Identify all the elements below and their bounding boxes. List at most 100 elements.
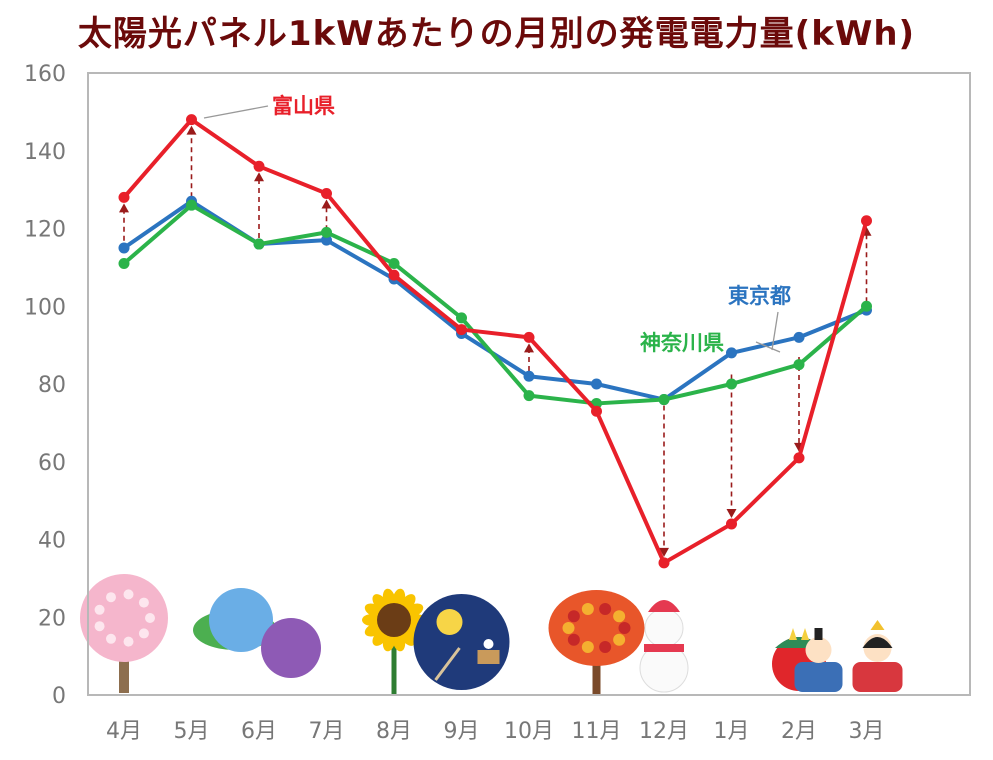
maple-leaf: [613, 610, 626, 623]
y-tick-label: 20: [38, 606, 66, 631]
label-leader-line: [771, 311, 779, 351]
difference-arrow: [321, 199, 332, 231]
data-point: [658, 394, 670, 406]
dango-stand: [477, 650, 500, 664]
y-tick-label: 40: [38, 529, 66, 554]
label-leader-line: [203, 105, 269, 119]
maple-leaf: [618, 622, 631, 634]
series-line: [122, 117, 869, 565]
arrow-head: [659, 547, 669, 557]
blossom: [106, 633, 116, 644]
maple-leaf: [562, 622, 575, 634]
maple-leaf: [599, 602, 612, 615]
purple-flower-cluster: [261, 618, 321, 678]
data-point: [861, 215, 872, 227]
data-point: [321, 188, 332, 200]
data-point: [321, 226, 332, 238]
difference-arrow: [254, 172, 264, 239]
data-point: [118, 257, 130, 269]
night-sky: [413, 594, 510, 690]
difference-arrow: [726, 374, 737, 518]
odairisama-hat: [814, 628, 823, 640]
data-point: [186, 199, 197, 211]
ohinasama-hair: [862, 637, 893, 648]
blossom: [138, 597, 149, 608]
data-point: [658, 557, 670, 569]
tree-trunk: [592, 640, 601, 695]
x-tick-label: 3月: [849, 719, 885, 744]
x-tick-label: 5月: [174, 719, 210, 744]
autumn-maple-tree-icon: [548, 590, 645, 695]
annotation-arrows: [119, 125, 872, 557]
data-point: [253, 160, 265, 172]
data-point: [793, 331, 805, 343]
series-label: 富山県: [203, 94, 335, 119]
dango: [483, 639, 494, 649]
blossom: [145, 613, 155, 623]
x-tick-label: 6月: [241, 719, 277, 744]
difference-arrow: [119, 203, 129, 250]
difference-arrow: [659, 405, 669, 557]
series-label: 神奈川県: [640, 331, 781, 355]
arrow-head: [186, 125, 197, 135]
series-lines: [118, 114, 872, 569]
maple-leaf: [581, 641, 594, 654]
blossom: [94, 621, 105, 632]
chart-title: 太陽光パネル1kWあたりの月別の発電電力量(kWh): [77, 14, 916, 54]
difference-arrow: [794, 356, 804, 452]
data-point: [388, 269, 400, 281]
series-label-text: 富山県: [272, 94, 335, 118]
y-tick-label: 100: [24, 295, 66, 320]
data-point: [793, 359, 805, 371]
blossom: [94, 604, 105, 615]
maple-leaf: [567, 610, 580, 623]
x-tick-label: 2月: [781, 719, 817, 744]
data-point: [726, 518, 737, 530]
snowman-icon: [639, 600, 689, 693]
label-leader-line: [755, 341, 781, 353]
maple-leaf: [613, 633, 626, 646]
data-point: [861, 300, 872, 312]
maple-leaf: [581, 602, 594, 615]
data-point: [118, 242, 130, 254]
data-point: [591, 405, 602, 417]
data-point: [523, 331, 535, 343]
data-point: [118, 191, 130, 203]
data-point: [726, 347, 737, 359]
plot-frame: [87, 72, 971, 696]
y-tick-label: 140: [24, 140, 66, 165]
x-tick-label: 8月: [376, 719, 412, 744]
difference-arrow: [524, 343, 534, 380]
data-point: [726, 378, 737, 390]
maple-leaf: [567, 633, 580, 646]
series-label-text: 神奈川県: [640, 331, 724, 355]
cherry-blossom-tree-icon: [80, 574, 168, 693]
blossom: [123, 636, 134, 647]
data-point: [186, 114, 197, 126]
series-label: 東京都: [728, 284, 791, 351]
x-tick-label: 4月: [106, 719, 142, 744]
hina-dolls-icon: [794, 620, 903, 692]
data-point: [388, 257, 400, 269]
series-0: [118, 114, 872, 569]
arrow-head: [524, 343, 534, 353]
odairisama-robe: [794, 662, 843, 692]
y-tick-label: 160: [24, 62, 66, 87]
x-tick-label: 12月: [639, 719, 689, 744]
snowman-head: [644, 608, 684, 648]
data-point: [456, 324, 467, 336]
odairisama-face: [805, 637, 832, 663]
hydrangea-icon: [193, 588, 321, 678]
y-tick-label: 0: [52, 684, 66, 709]
scarf: [644, 644, 684, 652]
data-point: [793, 452, 805, 464]
knit-hat: [648, 600, 680, 612]
arrow-head: [254, 172, 264, 182]
x-tick-label: 1月: [714, 719, 750, 744]
x-tick-label: 11月: [572, 719, 622, 744]
oni-horn: [801, 628, 809, 640]
series-label-text: 東京都: [728, 284, 791, 308]
data-point: [523, 370, 535, 382]
y-tick-label: 80: [38, 373, 66, 398]
